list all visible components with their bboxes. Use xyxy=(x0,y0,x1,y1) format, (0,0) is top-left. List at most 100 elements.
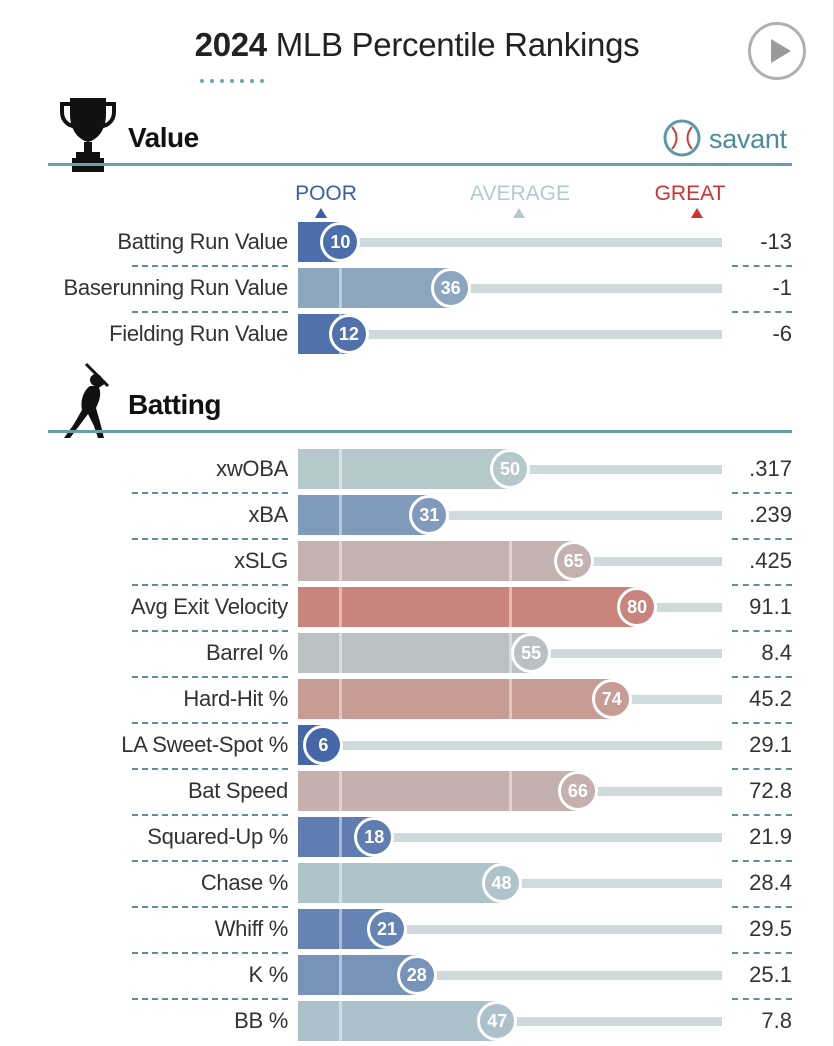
savant-label: savant xyxy=(709,124,787,154)
percentile-track xyxy=(298,833,722,842)
stat-value: -6 xyxy=(772,321,792,346)
gridline xyxy=(339,955,343,995)
row-divider xyxy=(132,722,288,724)
row-divider xyxy=(132,814,288,816)
row-divider xyxy=(732,768,792,770)
row-divider xyxy=(132,906,288,908)
row-label: Squared-Up % xyxy=(147,824,288,849)
percentile-bubble: 47 xyxy=(477,1001,518,1041)
row-divider xyxy=(132,860,288,862)
row-divider xyxy=(732,538,792,540)
gridline xyxy=(509,771,512,811)
percentile-bubble: 28 xyxy=(396,955,437,995)
percentile-bubble: 12 xyxy=(328,314,369,354)
percentile-bubble: 48 xyxy=(481,863,522,903)
row-label: Avg Exit Velocity xyxy=(130,594,288,619)
percentile-bubble: 6 xyxy=(303,725,344,765)
stat-value: .239 xyxy=(749,502,792,527)
gridline xyxy=(339,1001,343,1041)
legend-great: GREAT xyxy=(654,182,726,205)
percentile-bubble: 66 xyxy=(557,771,598,811)
row-label: Hard-Hit % xyxy=(183,686,288,711)
gridline xyxy=(339,633,343,673)
row-divider xyxy=(132,630,288,632)
row-divider xyxy=(132,538,288,540)
percentile-bar xyxy=(298,495,430,535)
legend-average: AVERAGE xyxy=(470,182,570,205)
row-label: Whiff % xyxy=(214,916,289,941)
gridline xyxy=(509,587,512,627)
row-label: Barrel % xyxy=(206,640,288,665)
gridline xyxy=(509,541,512,581)
row-label: Fielding Run Value xyxy=(109,321,288,346)
percentile-bubble: 80 xyxy=(617,587,658,627)
row-label: Chase % xyxy=(200,870,288,895)
percentile-bar xyxy=(298,268,451,308)
trophy-icon xyxy=(60,98,116,172)
percentile-bubble: 18 xyxy=(354,817,395,857)
percentile-bar xyxy=(298,771,578,811)
legend-great-arrow xyxy=(691,208,703,218)
row-divider xyxy=(732,311,792,313)
gridline xyxy=(339,771,343,811)
stat-value: 91.1 xyxy=(749,594,792,619)
percentile-bubble: 50 xyxy=(490,449,530,489)
percentile-track xyxy=(298,741,722,750)
row-divider xyxy=(732,492,792,494)
stat-value: 45.2 xyxy=(749,686,792,711)
row-divider xyxy=(132,265,288,267)
row-label: BB % xyxy=(234,1008,288,1033)
percentile-bubble: 21 xyxy=(367,909,408,949)
legend-poor: POOR xyxy=(295,182,357,205)
title-year: 2024 xyxy=(194,26,268,63)
play-icon[interactable] xyxy=(748,22,806,80)
row-divider xyxy=(732,906,792,908)
row-label: Baserunning Run Value xyxy=(63,275,289,300)
row-divider xyxy=(132,676,288,678)
row-label: xwOBA xyxy=(216,456,288,481)
legend-poor-arrow xyxy=(315,208,327,218)
row-label: Batting Run Value xyxy=(117,229,288,254)
percentile-track xyxy=(298,330,722,339)
row-label: Bat Speed xyxy=(187,778,288,803)
row-divider xyxy=(732,998,792,1000)
stat-value: 28.4 xyxy=(749,870,792,895)
row-label: xBA xyxy=(248,502,289,527)
stat-value: 29.5 xyxy=(749,916,792,941)
percentile-bubble: 31 xyxy=(409,495,450,535)
percentile-bubble: 74 xyxy=(591,679,632,719)
stat-value: 21.9 xyxy=(749,824,792,849)
gridline xyxy=(509,679,512,719)
percentile-bubble: 36 xyxy=(430,268,471,308)
gridline xyxy=(339,863,343,903)
batter-icon xyxy=(64,362,110,438)
title-text: MLB Percentile Rankings xyxy=(275,26,640,63)
row-divider xyxy=(132,952,288,954)
stat-value: -13 xyxy=(760,229,792,254)
percentile-track xyxy=(298,284,722,293)
title-underline-dots xyxy=(200,70,270,83)
row-divider xyxy=(732,860,792,862)
gridline xyxy=(339,449,343,489)
row-divider xyxy=(132,584,288,586)
stat-value: 25.1 xyxy=(749,962,792,987)
row-divider xyxy=(732,952,792,954)
row-label: K % xyxy=(248,962,289,987)
row-divider xyxy=(132,768,288,770)
percentile-bar xyxy=(298,633,532,673)
percentile-bar xyxy=(298,541,574,581)
stat-value: 7.8 xyxy=(761,1008,792,1033)
percentile-bar xyxy=(298,1001,498,1041)
gridline xyxy=(339,909,343,949)
gridline xyxy=(339,268,343,308)
percentile-bar xyxy=(298,587,638,627)
percentile-bar xyxy=(298,863,502,903)
stat-value: 72.8 xyxy=(749,778,792,803)
stat-value: 29.1 xyxy=(749,732,792,757)
gridline xyxy=(339,587,343,627)
section-title-value: Value xyxy=(128,122,199,153)
row-divider xyxy=(132,311,288,313)
percentile-bubble: 10 xyxy=(320,222,361,262)
stat-value: .317 xyxy=(749,456,792,481)
row-divider xyxy=(732,265,792,267)
